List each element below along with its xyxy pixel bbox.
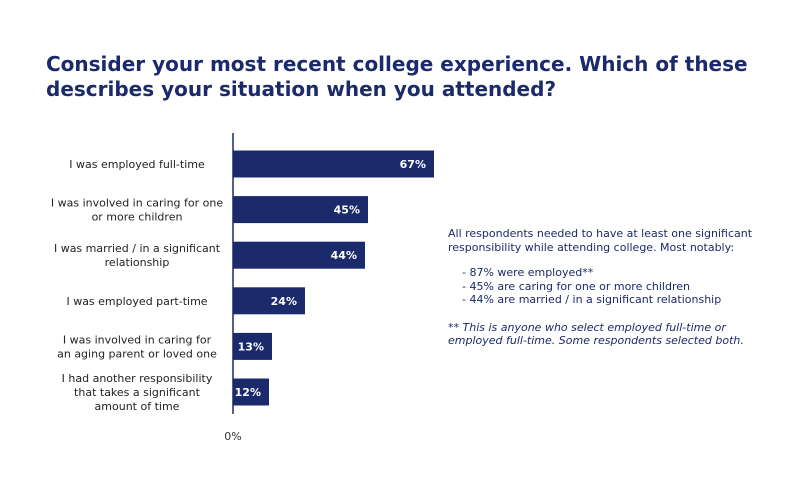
bar-value-label: 67% [400, 158, 426, 171]
notes-bullet: - 45% are caring for one or more childre… [462, 279, 690, 293]
bar-value-label: 13% [238, 340, 264, 353]
x-axis-tick-label: 0% [224, 430, 241, 443]
category-label: I was involved in caring for one or more … [51, 197, 223, 224]
category-label: I was employed full-time [69, 158, 205, 171]
bar [233, 150, 434, 178]
category-label-line: I was employed part-time [66, 295, 207, 308]
category-label-line: I was married / in a significant [54, 242, 221, 255]
bar [233, 196, 368, 224]
notes-bullet-list: - 87% were employed** - 45% are caring f… [462, 266, 778, 307]
bar [233, 332, 272, 360]
bar-value-label: 44% [331, 249, 357, 262]
notes-footnote: ** This is anyone who select employed fu… [448, 320, 744, 348]
category-label-line: I was involved in caring for [63, 333, 212, 346]
category-label-line: or more children [92, 211, 183, 224]
notes-intro: All respondents needed to have at least … [448, 227, 753, 254]
chart-title: Consider your most recent college experi… [46, 52, 766, 102]
chart-title-line-1: Consider your most recent college experi… [46, 52, 748, 76]
notes-panel: All respondents needed to have at least … [448, 227, 778, 348]
chart-title-line-2: describes your situation when you attend… [46, 77, 557, 101]
bars-group: 67% I was employed full-time 45% I was invo… [51, 150, 434, 413]
category-label-line: an aging parent or loved one [57, 347, 217, 360]
bar-value-label: 45% [334, 204, 360, 217]
category-label: I was employed part-time [66, 295, 207, 308]
bar [233, 241, 365, 269]
category-label: I had another responsibility that takes a… [62, 372, 213, 413]
notes-bullet: - 87% were employed** [462, 266, 594, 279]
category-label: I was married / in a significant relation… [54, 242, 221, 269]
category-label-line: relationship [105, 256, 170, 269]
bar-value-label: 24% [271, 295, 297, 308]
bar [233, 287, 305, 315]
notes-bullet: - 44% are married / in a significant rel… [462, 293, 722, 306]
category-label-line: amount of time [95, 400, 180, 413]
category-label-line: I was employed full-time [69, 158, 205, 171]
category-label-line: I was involved in caring for one [51, 197, 223, 210]
category-label-line: that takes a significant [74, 386, 201, 399]
category-label: I was involved in caring for an aging par… [57, 333, 217, 360]
category-label-line: I had another responsibility [62, 372, 213, 385]
bar-value-label: 12% [235, 386, 261, 399]
bar [233, 378, 269, 406]
